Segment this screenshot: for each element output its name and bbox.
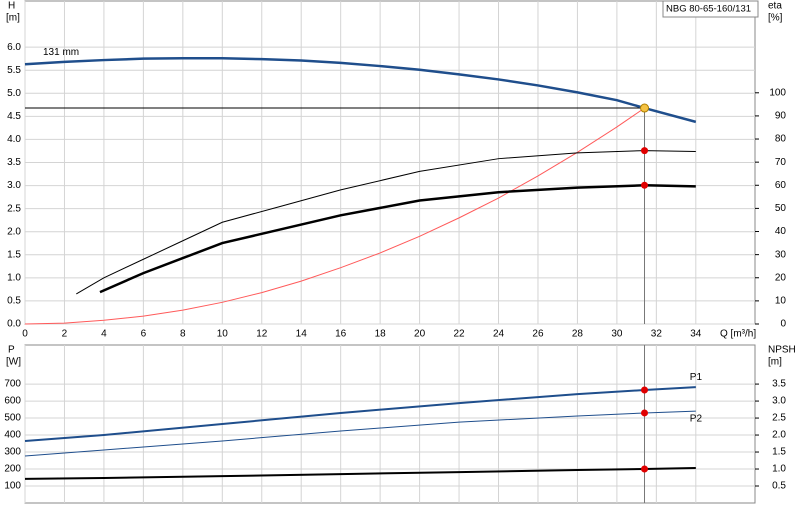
y-tick-label: 200 [4, 464, 21, 475]
y2-tick-label: 50 [775, 203, 787, 214]
plot-area [24, 344, 756, 504]
y2-tick-label: 20 [775, 272, 787, 283]
duty-marker [641, 147, 649, 155]
series-line [24, 467, 696, 480]
y2-tick-label: 1.5 [772, 447, 786, 458]
y-tick-label: 4.0 [7, 134, 21, 145]
x-tick-label: 2 [62, 329, 68, 340]
chart-title: NBG 80-65-160/131 [666, 4, 751, 15]
y-tick-label: 6.0 [7, 42, 21, 53]
y2-tick-label: 30 [775, 249, 787, 260]
y2-tick-label: 2.0 [772, 430, 786, 441]
series-label: P2 [690, 414, 703, 425]
x-tick-label: 28 [572, 329, 584, 340]
duty-marker [641, 409, 649, 417]
duty-point [640, 103, 650, 113]
y-tick-label: 1.0 [7, 272, 21, 283]
x-tick-label: 22 [453, 329, 465, 340]
y-tick-label: 3.5 [7, 157, 21, 168]
x-tick-label: 6 [141, 329, 147, 340]
y-tick-label: 300 [4, 447, 21, 458]
y-tick-label: 0.5 [7, 296, 21, 307]
y2-tick-label: 10 [775, 296, 787, 307]
x-tick-label: 24 [493, 329, 505, 340]
y2-tick-label: 70 [775, 157, 787, 168]
x-tick-label: 26 [532, 329, 544, 340]
y2-axis-label: NPSH [768, 345, 796, 356]
series-line [24, 56, 697, 124]
x-tick-label: 32 [651, 329, 663, 340]
series-label: P1 [690, 372, 703, 383]
y2-tick-label: 2.5 [772, 413, 786, 424]
series-line [24, 410, 696, 457]
y2-tick-label: 0 [780, 319, 786, 330]
y2-tick-label: 3.5 [772, 379, 786, 390]
y2-tick-label: 40 [775, 226, 787, 237]
y-tick-label: 600 [4, 396, 21, 407]
duty-marker [641, 465, 649, 473]
y2-tick-label: 0.5 [772, 481, 786, 492]
y-axis-label: P [8, 345, 15, 356]
y-tick-label: 100 [4, 481, 21, 492]
y2-axis-label: eta [768, 1, 782, 12]
y-tick-label: 1.5 [7, 249, 21, 260]
y2-tick-label: 100 [769, 87, 786, 98]
y-tick-label: 2.0 [7, 226, 21, 237]
x-tick-label: 20 [414, 329, 426, 340]
y-tick-label: 5.0 [7, 88, 21, 99]
duty-marker [641, 386, 649, 394]
series-line [76, 150, 696, 295]
series-label: 131 mm [43, 47, 79, 58]
y-axis-unit: [m] [6, 13, 20, 24]
y-tick-label: 5.5 [7, 65, 21, 76]
x-tick-label: 0 [22, 329, 28, 340]
y-tick-label: 0.0 [7, 319, 21, 330]
x-tick-label: 12 [256, 329, 268, 340]
y2-tick-label: 1.0 [772, 464, 786, 475]
title-box [662, 0, 759, 18]
y2-axis-unit: [%] [768, 13, 783, 24]
x-tick-label: 30 [611, 329, 623, 340]
y-tick-label: 3.0 [7, 180, 21, 191]
y-tick-label: 700 [4, 379, 21, 390]
x-tick-label: 18 [375, 329, 387, 340]
y-tick-label: 4.5 [7, 111, 21, 122]
y-tick-label: 2.5 [7, 203, 21, 214]
series-line [99, 184, 696, 294]
series-line [24, 107, 645, 325]
x-tick-label: 10 [217, 329, 229, 340]
y2-tick-label: 80 [775, 134, 787, 145]
series-line [24, 386, 696, 442]
x-tick-label: 8 [180, 329, 186, 340]
duty-marker [641, 181, 649, 189]
x-axis-label: Q [m³/h] [720, 329, 756, 340]
y-axis-label: H [8, 1, 15, 12]
y-tick-label: 500 [4, 413, 21, 424]
y2-tick-label: 60 [775, 180, 787, 191]
x-tick-label: 16 [335, 329, 347, 340]
x-tick-label: 14 [296, 329, 308, 340]
x-tick-label: 4 [101, 329, 107, 340]
y-tick-label: 400 [4, 430, 21, 441]
x-tick-label: 34 [690, 329, 702, 340]
y-axis-unit: [W] [6, 357, 21, 368]
y2-axis-unit: [m] [768, 357, 782, 368]
y2-tick-label: 3.0 [772, 396, 786, 407]
y2-tick-label: 90 [775, 111, 787, 122]
